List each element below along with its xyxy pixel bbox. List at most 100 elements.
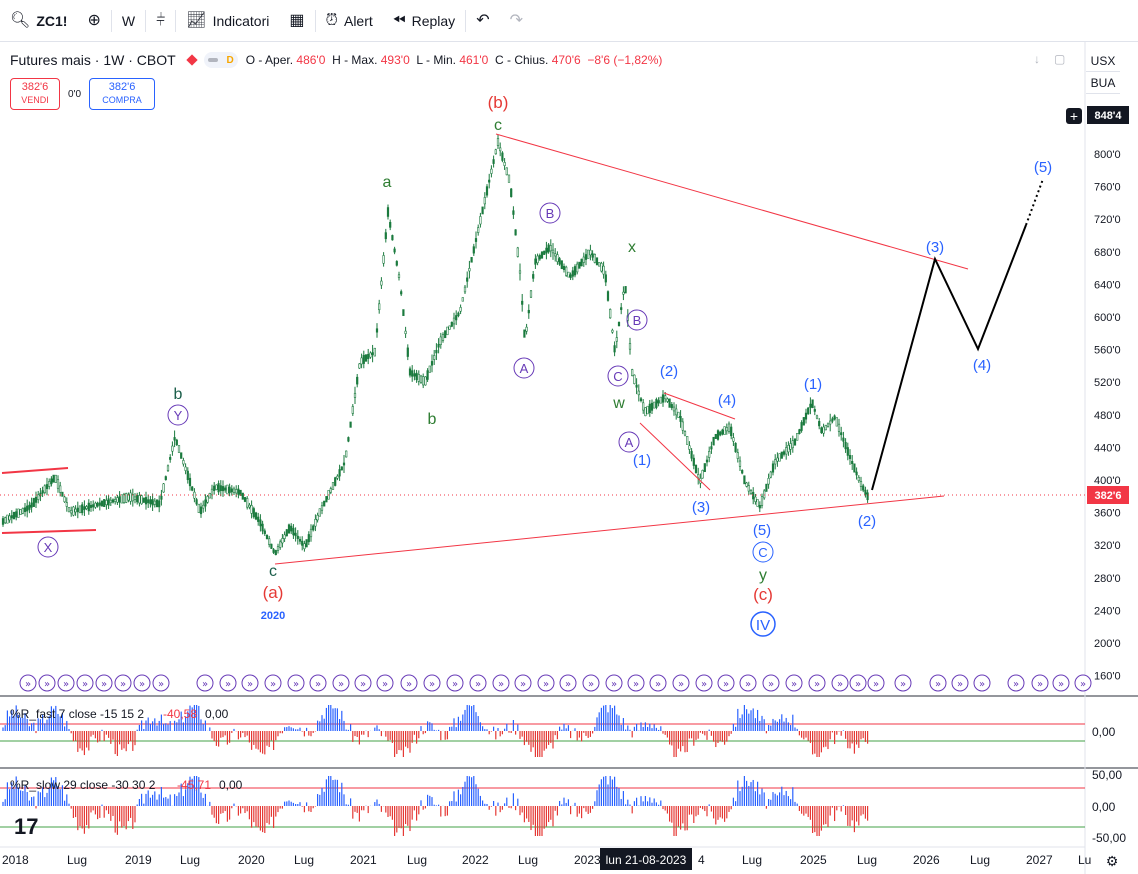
candle-body [415, 372, 418, 380]
event-marker[interactable] [1031, 674, 1049, 692]
alert-button[interactable]: ⏰︎ Alert [316, 0, 383, 42]
redo-button[interactable]: ↷ [500, 0, 533, 42]
candle-body [87, 502, 90, 512]
event-marker[interactable] [808, 674, 826, 692]
event-marker[interactable] [894, 674, 912, 692]
candle-body [397, 274, 401, 278]
wave-label: B [546, 206, 555, 221]
candle-body [65, 502, 68, 507]
candle-body [615, 337, 618, 342]
event-marker[interactable] [354, 674, 372, 692]
event-marker[interactable] [1074, 674, 1092, 692]
event-marker[interactable] [492, 674, 510, 692]
currency-button[interactable]: USX [1086, 50, 1120, 72]
event-marker[interactable] [196, 674, 214, 692]
flag-icon[interactable] [186, 54, 198, 66]
candle-body [404, 330, 407, 334]
wave-circle [607, 365, 629, 387]
event-marker[interactable] [762, 674, 780, 692]
candle-body [459, 307, 462, 312]
divider [145, 9, 147, 32]
layouts-button[interactable]: ▦ [279, 0, 314, 42]
event-marker[interactable] [672, 674, 690, 692]
candle-body [34, 496, 38, 503]
maximize-icon[interactable]: ▢ [1054, 52, 1066, 66]
add-symbol-button[interactable]: ⊕ [77, 0, 110, 42]
event-marker[interactable] [264, 674, 282, 692]
event-marker[interactable] [469, 674, 487, 692]
event-marker[interactable] [695, 674, 713, 692]
symbol-search[interactable]: 🔍︎ ZC1! [0, 0, 77, 42]
event-marker[interactable] [849, 674, 867, 692]
event-marker[interactable] [951, 674, 969, 692]
event-marker[interactable] [57, 674, 75, 692]
double-chevron-icon: » [406, 679, 412, 690]
interval-button[interactable]: W [112, 0, 145, 42]
event-marker[interactable] [76, 674, 94, 692]
event-marker[interactable] [152, 674, 170, 692]
event-marker[interactable] [95, 674, 113, 692]
event-marker[interactable] [973, 674, 991, 692]
price-axis[interactable]: 800'0 760'0 720'0 680'0 640'0 600'0 560'0 520'0… [1094, 149, 1121, 683]
chart-canvas[interactable]: (b) c a b b c (a) 2020 B A x B C w A (2)… [0, 42, 1138, 874]
replay-button[interactable]: ⏪︎ Replay [383, 0, 465, 42]
event-marker[interactable] [423, 674, 441, 692]
double-chevron-icon: » [745, 679, 751, 690]
arrow-down-icon[interactable]: ↓ [1034, 52, 1040, 66]
wr-fast-label: %R_fast 7 close -15 15 2 [10, 707, 144, 721]
event-marker[interactable] [38, 674, 56, 692]
scale-controls: USX BUA [1086, 50, 1120, 94]
candle-body [567, 271, 570, 278]
indicators-button[interactable]: 📈︎ Indicatori [176, 0, 279, 42]
event-marker[interactable] [309, 674, 327, 692]
chart-type-button[interactable]: ⫩ [146, 0, 175, 42]
event-marker[interactable] [785, 674, 803, 692]
candle-body [279, 541, 282, 548]
event-marker[interactable] [717, 674, 735, 692]
price-tick-label: 720'0 [1094, 214, 1121, 226]
candle-body [463, 286, 467, 293]
candle-body [114, 499, 117, 502]
event-marker[interactable] [287, 674, 305, 692]
event-marker[interactable] [559, 674, 577, 692]
event-marker[interactable] [605, 674, 623, 692]
event-marker[interactable] [514, 674, 532, 692]
event-marker[interactable] [627, 674, 645, 692]
wave-label: (5) [1034, 159, 1052, 176]
event-marker[interactable] [1007, 674, 1025, 692]
event-marker[interactable] [19, 674, 37, 692]
candle-body [274, 550, 277, 556]
event-marker[interactable] [831, 674, 849, 692]
legend-title[interactable]: Futures mais · 1W · CBOT [10, 52, 176, 68]
event-marker[interactable] [376, 674, 394, 692]
time-tick-label: Lug [67, 853, 87, 867]
event-marker[interactable] [241, 674, 259, 692]
event-marker[interactable] [446, 674, 464, 692]
event-marker[interactable] [332, 674, 350, 692]
divider [465, 9, 467, 32]
candle-body [96, 502, 99, 507]
candle-body [411, 370, 414, 377]
event-marker[interactable] [649, 674, 667, 692]
settings-gear-icon[interactable]: ⚙ [1106, 854, 1119, 870]
event-marker[interactable] [1052, 674, 1070, 692]
sell-button[interactable]: 382'6 VENDI [10, 78, 60, 110]
candle-body [8, 515, 11, 521]
time-axis[interactable]: 2018 Lug 2019 Lug 2020 Lug 2021 Lug 2022 Lug 2023 L… [2, 853, 1091, 867]
event-marker[interactable] [929, 674, 947, 692]
event-marker[interactable] [219, 674, 237, 692]
event-marker[interactable] [400, 674, 418, 692]
event-marker[interactable] [114, 674, 132, 692]
undo-button[interactable]: ↶ [466, 0, 499, 42]
event-marker[interactable] [867, 674, 885, 692]
event-marker[interactable] [582, 674, 600, 692]
event-marker[interactable] [739, 674, 757, 692]
data-badge[interactable]: D [203, 52, 238, 68]
event-marker[interactable] [133, 674, 151, 692]
candle-body [301, 540, 304, 546]
crosshair-plus[interactable] [1066, 108, 1082, 124]
unit-button[interactable]: BUA [1086, 72, 1120, 94]
event-marker[interactable] [537, 674, 555, 692]
buy-button[interactable]: 382'6 COMPRA [89, 78, 156, 110]
candle-body [622, 291, 625, 295]
